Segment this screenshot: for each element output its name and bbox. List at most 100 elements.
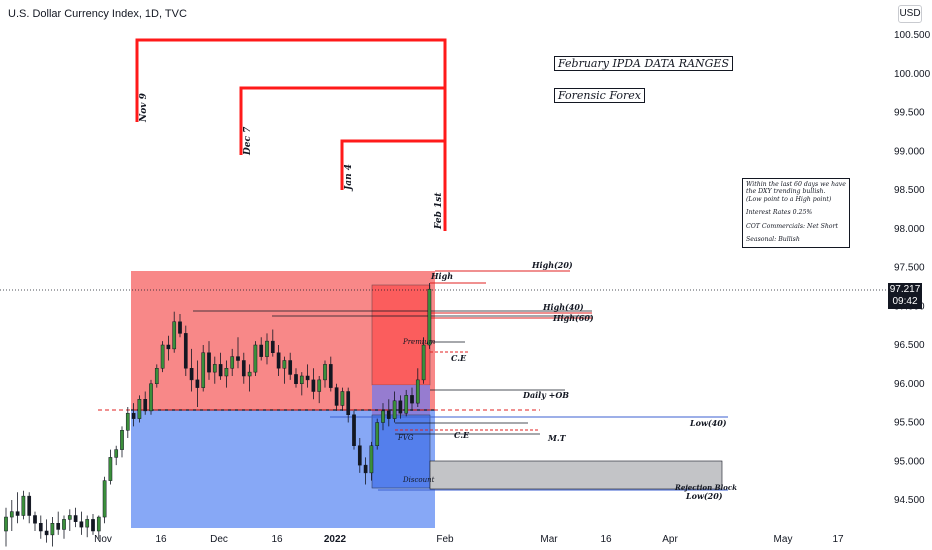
candle-bearish [259, 344, 264, 357]
candle-bearish [386, 410, 391, 419]
candle-bullish [224, 368, 229, 377]
candle-bearish [195, 379, 200, 388]
candle-bearish [334, 387, 339, 406]
label-ce-lower: C.E [454, 430, 470, 440]
price-tick: 99.000 [894, 146, 925, 157]
bracket-dec7 [239, 86, 445, 155]
candle-bullish [149, 383, 153, 412]
candle-bullish [102, 480, 107, 518]
candle-bullish [392, 400, 397, 419]
candle-bullish [62, 519, 66, 530]
candle-bullish [230, 356, 235, 369]
label-high: High [430, 271, 453, 281]
candle-bearish [189, 368, 194, 381]
candle-bullish [299, 375, 304, 384]
candle-bullish [4, 516, 8, 532]
candle-bearish [73, 515, 78, 522]
candle-bullish [317, 379, 322, 392]
candle-bullish [375, 422, 380, 446]
candle-bullish [369, 445, 374, 474]
note-line-3: Interest Rates 0.25% [746, 209, 813, 217]
candle-bullish [265, 340, 269, 357]
candle-bearish [178, 321, 182, 334]
candle-bearish [183, 333, 188, 369]
symbol-title: U.S. Dollar Currency Index, 1D, TVC [8, 8, 187, 20]
candle-bearish [294, 374, 298, 385]
label-high60: High(60) [552, 313, 594, 323]
inner-premium-zone [371, 284, 431, 386]
label-premium: Premium [402, 338, 436, 346]
candle-bearish [363, 464, 368, 474]
label-fvg: FVG [397, 434, 414, 442]
label-daily-ob: Daily +OB [522, 390, 569, 400]
candle-bullish [323, 364, 327, 381]
range-label-feb1: Feb 1st [434, 192, 444, 230]
label-ce-upper: C.E [451, 353, 467, 363]
candle-bearish [79, 521, 84, 528]
candle-bearish [288, 360, 293, 375]
ipda-range-brackets [135, 38, 447, 231]
label-low40: Low(40) [689, 418, 727, 428]
time-tick: Dec [210, 534, 228, 545]
price-axis[interactable]: 100.500 100.000 99.500 99.000 98.500 98.000 97… [894, 30, 931, 506]
label-low20: Low(20) [685, 491, 723, 501]
candle-bearish [207, 352, 211, 373]
time-tick: Feb [436, 534, 454, 545]
price-tick: 95.000 [894, 456, 925, 467]
range-label-dec7: Dec 7 [243, 126, 253, 156]
label-high20: High(20) [531, 260, 573, 270]
time-tick: 16 [155, 534, 167, 545]
candle-bearish [346, 391, 351, 415]
candle-bearish [218, 364, 223, 377]
candle-bearish [410, 395, 414, 404]
price-tick: 98.500 [894, 185, 925, 196]
time-axis[interactable]: Nov 16 Dec 16 2022 Feb Mar 16 Apr May 17 [94, 534, 844, 545]
time-tick: 16 [600, 534, 612, 545]
candle-bearish [143, 399, 148, 412]
price-tick: 97.500 [894, 263, 925, 274]
candle-bullish [67, 515, 72, 520]
candle-bearish [91, 519, 95, 532]
candle-bullish [201, 352, 206, 388]
candle-bullish [160, 344, 165, 369]
candle-bullish [340, 391, 345, 406]
last-price-value: 97.217 [889, 284, 921, 295]
note-line-5: Seasonal: Bullish [746, 236, 800, 244]
currency-button[interactable]: USD [898, 5, 922, 23]
author-label: Forensic Forex [554, 88, 645, 103]
candle-bullish [108, 457, 113, 481]
candle-bullish [282, 360, 287, 369]
price-tick: 100.500 [894, 30, 931, 41]
ipda-title-label: February IPDA DATA RANGES [554, 56, 733, 71]
candle-bearish [352, 414, 356, 446]
label-high40: High(40) [542, 302, 584, 312]
time-tick: Nov [94, 534, 112, 545]
candle-bearish [44, 530, 49, 536]
candle-bearish [328, 364, 333, 388]
candle-bearish [270, 340, 275, 353]
candle-bearish [236, 356, 240, 361]
note-line-2: (Low point to a High point) [746, 195, 832, 203]
price-tick: 96.500 [894, 340, 925, 351]
candle-bullish [9, 511, 14, 518]
note-line-1: Within the last 60 days we have the DXY … [746, 181, 846, 196]
note-line-4: COT Commercials: Net Short [746, 222, 838, 230]
candle-bullish [21, 495, 26, 516]
candle-bearish [311, 379, 316, 392]
candle-bearish [56, 523, 61, 530]
candle-bullish [120, 430, 124, 450]
candle-bearish [276, 352, 281, 369]
price-tick: 98.000 [894, 224, 925, 235]
candle-bullish [137, 399, 142, 419]
label-mt: M.T [547, 433, 567, 443]
candle-bullish [125, 412, 130, 431]
candle-bullish [172, 321, 177, 350]
time-tick: Mar [540, 534, 558, 545]
candle-bullish [85, 519, 90, 528]
time-tick: May [774, 534, 793, 545]
bar-countdown: 09:42 [892, 296, 918, 307]
range-label-nov9: Nov 9 [139, 92, 149, 123]
candle-bearish [357, 445, 362, 466]
candle-bearish [166, 344, 171, 350]
